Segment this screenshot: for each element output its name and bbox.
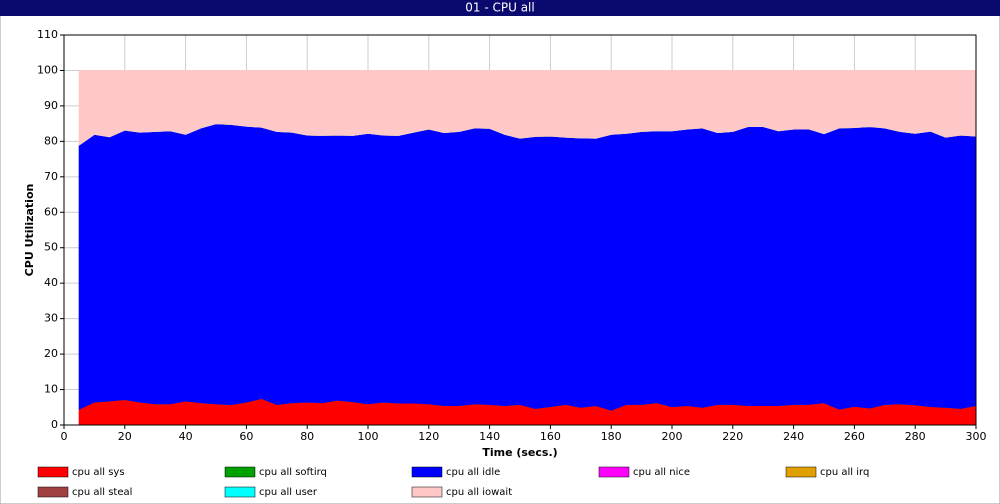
legend-swatch bbox=[411, 466, 443, 478]
x-tick-label: 0 bbox=[61, 430, 68, 443]
legend-label: cpu all softirq bbox=[259, 467, 327, 478]
x-tick-label: 40 bbox=[179, 430, 193, 443]
x-tick-label: 220 bbox=[722, 430, 743, 443]
x-tick-label: 120 bbox=[418, 430, 439, 443]
y-tick-label: 0 bbox=[51, 418, 58, 431]
y-tick-label: 70 bbox=[44, 170, 58, 183]
chart-title: 01 - CPU all bbox=[465, 1, 534, 15]
x-tick-label: 200 bbox=[662, 430, 683, 443]
x-tick-label: 20 bbox=[118, 430, 132, 443]
y-tick-label: 40 bbox=[44, 276, 58, 289]
plot-border bbox=[63, 34, 977, 426]
y-tick-label: 10 bbox=[44, 383, 58, 396]
x-tick-label: 160 bbox=[540, 430, 561, 443]
y-tick-label: 100 bbox=[37, 63, 58, 76]
legend-label: cpu all user bbox=[259, 487, 318, 498]
x-tick-label: 240 bbox=[783, 430, 804, 443]
x-tick-label: 280 bbox=[905, 430, 926, 443]
x-tick-label: 60 bbox=[239, 430, 253, 443]
x-tick-label: 300 bbox=[966, 430, 987, 443]
x-tick-label: 140 bbox=[479, 430, 500, 443]
legend-swatch bbox=[37, 466, 69, 478]
x-tick-label: 80 bbox=[300, 430, 314, 443]
legend-label: cpu all steal bbox=[72, 487, 132, 498]
y-tick-label: 30 bbox=[44, 312, 58, 325]
legend-swatch bbox=[598, 466, 630, 478]
y-tick-label: 90 bbox=[44, 99, 58, 112]
legend-swatch bbox=[224, 486, 256, 498]
legend-swatch bbox=[37, 486, 69, 498]
legend-swatch bbox=[224, 466, 256, 478]
y-tick-label: 50 bbox=[44, 241, 58, 254]
x-axis-label: Time (secs.) bbox=[482, 446, 557, 459]
legend-swatch bbox=[411, 486, 443, 498]
y-tick-label: 60 bbox=[44, 205, 58, 218]
y-tick-label: 110 bbox=[37, 28, 58, 41]
legend-label: cpu all nice bbox=[633, 467, 690, 478]
title-bar bbox=[0, 0, 1000, 16]
legend-label: cpu all sys bbox=[72, 467, 125, 478]
x-tick-label: 180 bbox=[601, 430, 622, 443]
y-tick-label: 20 bbox=[44, 347, 58, 360]
y-axis-label: CPU Utilization bbox=[23, 184, 36, 277]
legend-swatch bbox=[785, 466, 817, 478]
legend-label: cpu all irq bbox=[820, 467, 869, 478]
y-tick-label: 80 bbox=[44, 134, 58, 147]
legend-label: cpu all idle bbox=[446, 467, 500, 478]
area bbox=[78, 123, 977, 411]
x-tick-label: 100 bbox=[358, 430, 379, 443]
legend-label: cpu all iowait bbox=[446, 487, 512, 498]
x-tick-label: 260 bbox=[844, 430, 865, 443]
